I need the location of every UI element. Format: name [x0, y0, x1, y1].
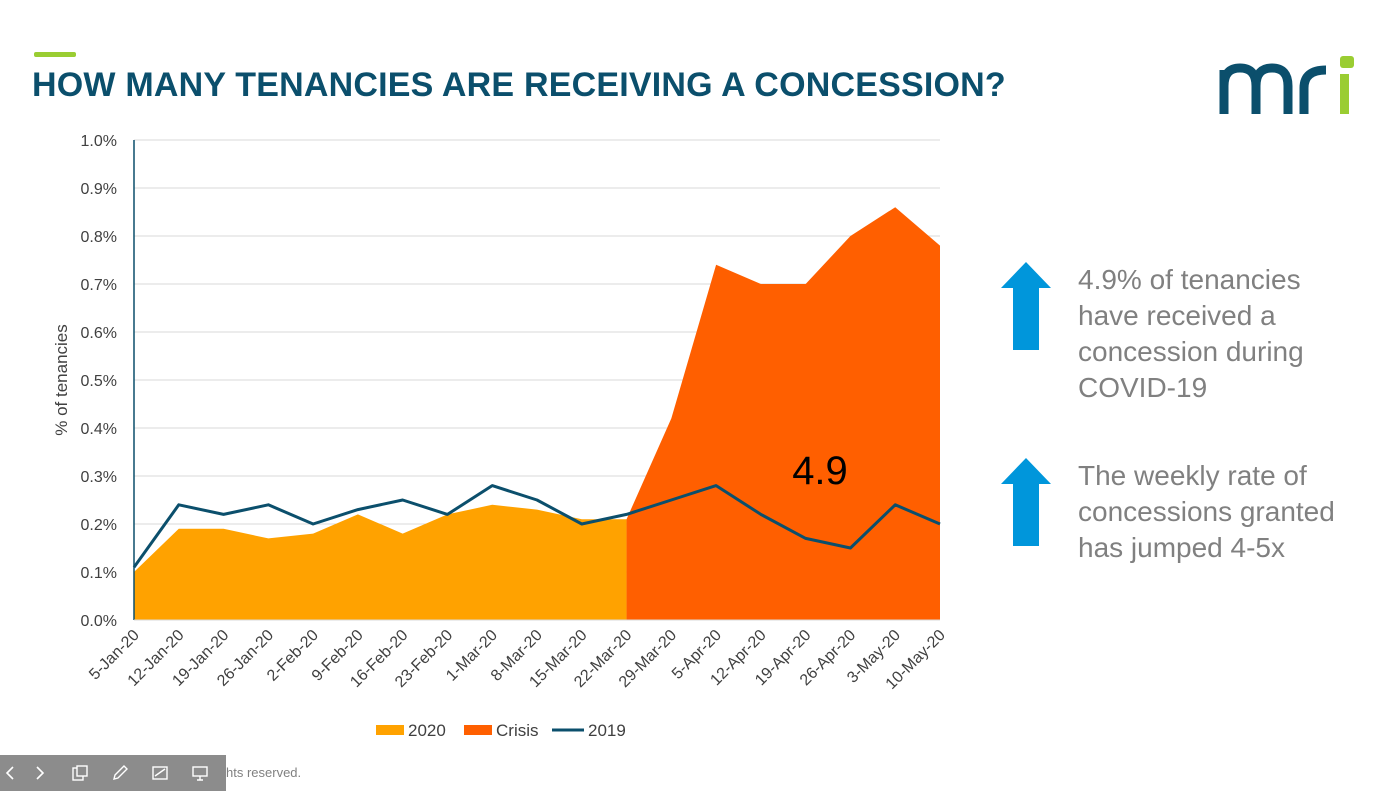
legend-label: 2019	[588, 721, 626, 740]
subtitles-icon[interactable]	[140, 755, 180, 791]
legend-swatch	[376, 725, 404, 735]
y-tick-label: 0.7%	[81, 277, 117, 294]
copyright-footer: hts reserved.	[226, 765, 302, 780]
line-2019	[132, 484, 941, 569]
y-tick-label: 0.4%	[81, 421, 117, 438]
legend-label: 2020	[408, 721, 446, 740]
title-accent-bar	[34, 52, 76, 57]
line-series	[132, 484, 941, 569]
legend-swatch	[464, 725, 492, 735]
y-tick-label: 0.8%	[81, 229, 117, 246]
up-arrow-icon	[1001, 458, 1051, 546]
area-2020	[134, 504, 627, 620]
y-tick-label: 0.2%	[81, 517, 117, 534]
presenter-icon[interactable]	[180, 755, 220, 791]
pen-icon[interactable]	[100, 755, 140, 791]
area-series	[134, 207, 940, 620]
presentation-toolbar	[0, 755, 226, 791]
legend-label: Crisis	[496, 721, 539, 740]
slides-icon[interactable]	[60, 755, 100, 791]
y-axis-ticks: 0.0% 0.1% 0.2% 0.3% 0.4% 0.5% 0.6% 0.7% 0.8% 0.9%…	[81, 133, 117, 630]
x-axis-ticks: 5-Jan-2012-Jan-2019-Jan-2026-Jan-202-Feb…	[86, 627, 949, 693]
chart-legend: 2020 Crisis 2019	[376, 721, 626, 740]
y-tick-label: 0.0%	[81, 613, 117, 630]
callout-text: The weekly rate of concessions granted h…	[1078, 460, 1335, 563]
prev-icon[interactable]	[0, 755, 20, 791]
mri-logo: mri	[1218, 52, 1354, 114]
up-arrow-icon	[1001, 262, 1051, 350]
axes	[133, 140, 940, 621]
next-icon[interactable]	[20, 755, 60, 791]
concession-chart: 0.0% 0.1% 0.2% 0.3% 0.4% 0.5% 0.6% 0.7% 0.8% 0.9%…	[52, 133, 949, 740]
y-tick-label: 0.3%	[81, 469, 117, 486]
y-axis-label: % of tenancies	[52, 324, 71, 436]
y-tick-label: 0.6%	[81, 325, 117, 342]
area-crisis	[626, 207, 940, 620]
logo-text: mri	[1218, 52, 1220, 53]
y-tick-label: 1.0%	[81, 133, 117, 150]
y-tick-label: 0.1%	[81, 565, 117, 582]
callout-text: 4.9% of tenancies have received a conces…	[1078, 264, 1304, 403]
y-tick-label: 0.5%	[81, 373, 117, 390]
y-tick-label: 0.9%	[81, 181, 117, 198]
chart-annotation: 4.9	[792, 449, 848, 493]
slide-title: HOW MANY TENANCIES ARE RECEIVING A CONCE…	[32, 66, 1006, 104]
